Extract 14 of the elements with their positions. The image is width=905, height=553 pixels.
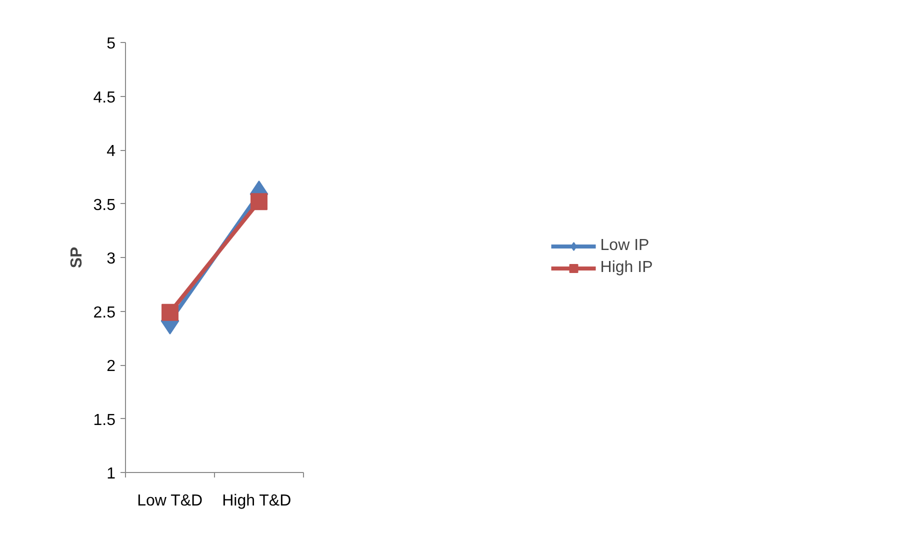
y-axis-title: SP bbox=[68, 246, 86, 268]
x-tick-label: High T&D bbox=[222, 492, 292, 510]
legend-label: Low IP bbox=[600, 237, 650, 255]
y-tick-label: 4.5 bbox=[93, 89, 116, 106]
x-tick-label: Low T&D bbox=[137, 492, 203, 510]
y-tick-label: 2 bbox=[106, 358, 116, 375]
y-tick-label: 3 bbox=[106, 250, 116, 268]
y-tick-label: 5 bbox=[106, 36, 116, 52]
y-tick-label: 1.5 bbox=[93, 412, 116, 429]
y-tick-label: 3.5 bbox=[93, 196, 116, 214]
legend-label: High IP bbox=[600, 259, 653, 277]
y-tick-label: 4 bbox=[106, 143, 116, 160]
y-tick-label: 2.5 bbox=[93, 304, 116, 322]
y-tick-label: 1 bbox=[106, 466, 116, 482]
